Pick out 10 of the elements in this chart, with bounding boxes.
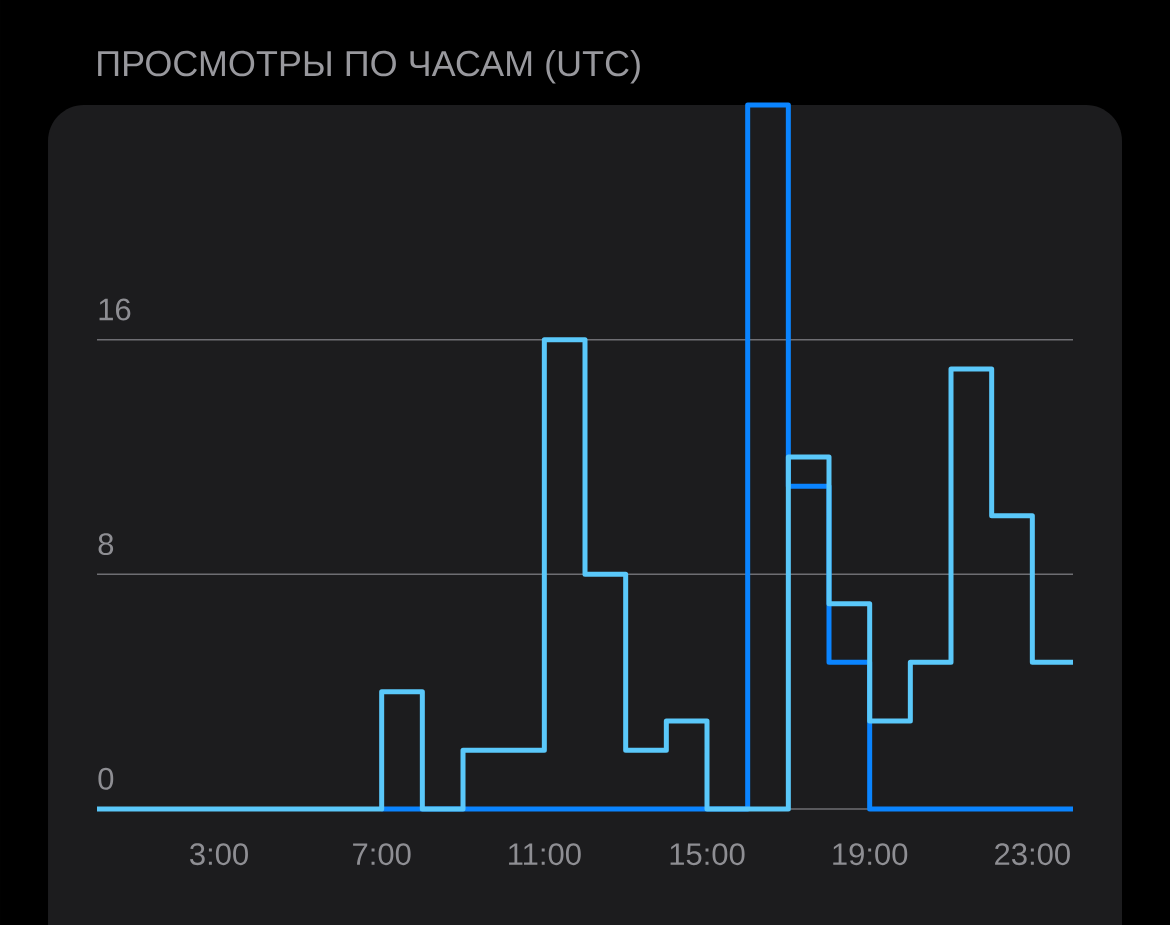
x-tick-label: 19:00	[833, 843, 908, 866]
x-tick-label: 23:00	[995, 843, 1070, 866]
x-tick-label: 3:00	[190, 843, 248, 866]
y-tick-label: 16	[99, 298, 131, 321]
x-tick-label: 7:00	[353, 843, 411, 866]
x-tick-label: 11:00	[509, 843, 581, 866]
x-tick-label: 15:00	[670, 843, 745, 866]
chart-title: ПРОСМОТРЫ ПО ЧАСАМ (UTC)	[98, 49, 640, 84]
y-tick-label: 0	[98, 767, 114, 790]
y-tick-label: 8	[98, 533, 114, 556]
